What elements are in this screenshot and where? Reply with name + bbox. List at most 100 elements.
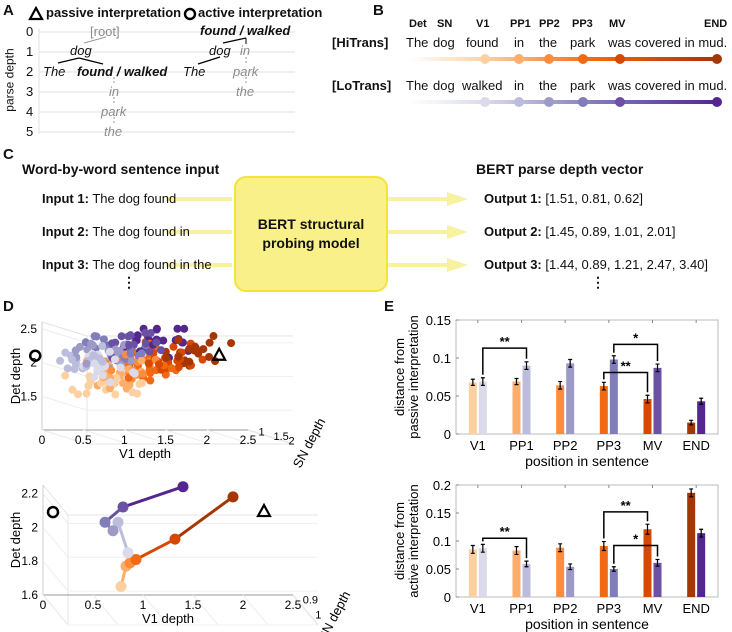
- triangle-icon: [28, 5, 44, 21]
- lotrans-point: [98, 342, 107, 351]
- error-bar: [524, 361, 529, 370]
- hitrans-point: [84, 381, 93, 390]
- hitrans-dot: [514, 54, 524, 64]
- trajectory-segment: [122, 485, 184, 509]
- y-tick-label: 2.2: [21, 486, 38, 500]
- y-tick-label: 1.8: [21, 554, 38, 568]
- header-v1: V1: [476, 18, 490, 30]
- error-bar: [514, 377, 519, 386]
- y-axis-label: Det depth: [8, 348, 23, 404]
- grid-line: [165, 429, 211, 445]
- hitrans-point: [107, 366, 116, 375]
- hitrans-point: [209, 332, 218, 341]
- lotrans-point: [110, 355, 119, 364]
- error-bar: [568, 358, 573, 368]
- grid-line: [142, 594, 169, 626]
- hitrans-point: [198, 355, 207, 364]
- plot-frame: [455, 319, 719, 435]
- header-pp3: PP3: [572, 18, 593, 30]
- header-det: Det: [409, 18, 427, 30]
- word: in: [514, 78, 525, 93]
- error-bar: [480, 377, 485, 386]
- grid-line: [42, 560, 69, 592]
- x-tick-label: END: [682, 438, 709, 453]
- significance-bracket: [482, 347, 528, 375]
- lotrans-point: [93, 366, 102, 375]
- tick: 4: [26, 104, 34, 119]
- x-tick-label: 2: [240, 598, 247, 612]
- lotrans-point: [107, 525, 119, 537]
- word: dog: [433, 35, 455, 50]
- tree-node: park: [101, 104, 127, 119]
- significance-label: *: [633, 330, 639, 345]
- x-tick-label: 2.5: [285, 598, 302, 612]
- hitrans-point: [174, 336, 183, 345]
- error-bar: [655, 558, 660, 567]
- error-bar: [568, 563, 573, 571]
- hitrans-point: [185, 357, 194, 366]
- input-row: Input 2: The dog found in: [42, 224, 190, 239]
- lotrans-point: [88, 341, 97, 350]
- tree-node: park: [233, 64, 259, 79]
- lotrans-dot: [480, 97, 490, 107]
- output-row: Output 1: [1.51, 0.81, 0.62]: [484, 191, 643, 206]
- error-bar: [480, 543, 485, 553]
- tick: 2: [26, 64, 34, 79]
- x-tick-label: 0.5: [75, 433, 92, 447]
- hitrans-dot: [615, 54, 625, 64]
- active-circle-marker: [28, 349, 42, 362]
- lotrans-point: [116, 363, 125, 372]
- grid-line: [41, 321, 88, 337]
- passive-tree-edges: [57, 36, 115, 124]
- error-bar: [524, 560, 529, 568]
- grid-line: [83, 429, 129, 445]
- circle-icon: [183, 7, 197, 21]
- hitrans-point: [162, 353, 171, 362]
- x-tick-label: PP2: [553, 601, 578, 616]
- lotrans-point: [180, 324, 189, 333]
- error-bar: [601, 381, 606, 391]
- panel-e-label: E: [384, 298, 395, 315]
- hitrans-bar: [468, 382, 477, 434]
- y-tick-label: 0.2: [433, 478, 451, 493]
- x-tick-label: PP3: [597, 438, 622, 453]
- x-axis-label: position in sentence: [525, 616, 649, 632]
- hitrans-point: [73, 390, 82, 399]
- error-bar: [514, 546, 519, 556]
- x-tick-label: 1: [140, 598, 147, 612]
- legend-active: active interpretation: [198, 5, 323, 20]
- lotrans-point: [71, 346, 80, 355]
- lotrans-dot: [514, 97, 524, 107]
- plot-frame: [455, 484, 719, 598]
- tick: 3: [26, 84, 34, 99]
- x-tick-label: PP3: [597, 601, 622, 616]
- hitrans-point: [137, 356, 146, 365]
- hitrans-line: [410, 57, 717, 61]
- hitrans-point: [145, 365, 154, 374]
- tree-node: The: [183, 64, 206, 79]
- hitrans-point: [191, 343, 200, 352]
- hitrans-point: [82, 389, 91, 398]
- hitrans-bar: [687, 422, 696, 434]
- lotrans-point: [137, 349, 146, 358]
- grid-line: [124, 429, 170, 445]
- error-bar: [699, 397, 704, 405]
- word: in: [514, 35, 525, 50]
- error-bar: [689, 419, 694, 426]
- lotrans-point: [157, 346, 166, 355]
- tick: 0: [26, 24, 34, 39]
- hitrans-dot: [544, 54, 554, 64]
- y-tick-label: 1.5: [20, 389, 37, 403]
- y-tick-label: 0.1: [433, 351, 451, 366]
- y-tick-label: 0.15: [426, 313, 451, 328]
- lotrans-point: [126, 349, 135, 358]
- x-tick-label: MV: [643, 438, 663, 453]
- input-title: Word-by-word sentence input: [22, 161, 220, 177]
- lotrans-point: [61, 348, 70, 357]
- x-tick-label: PP2: [553, 438, 578, 453]
- y-axis-label: distance from: [392, 502, 407, 580]
- grid-line: [42, 594, 69, 626]
- tree-node: the: [236, 84, 255, 99]
- significance-bracket: [613, 343, 659, 362]
